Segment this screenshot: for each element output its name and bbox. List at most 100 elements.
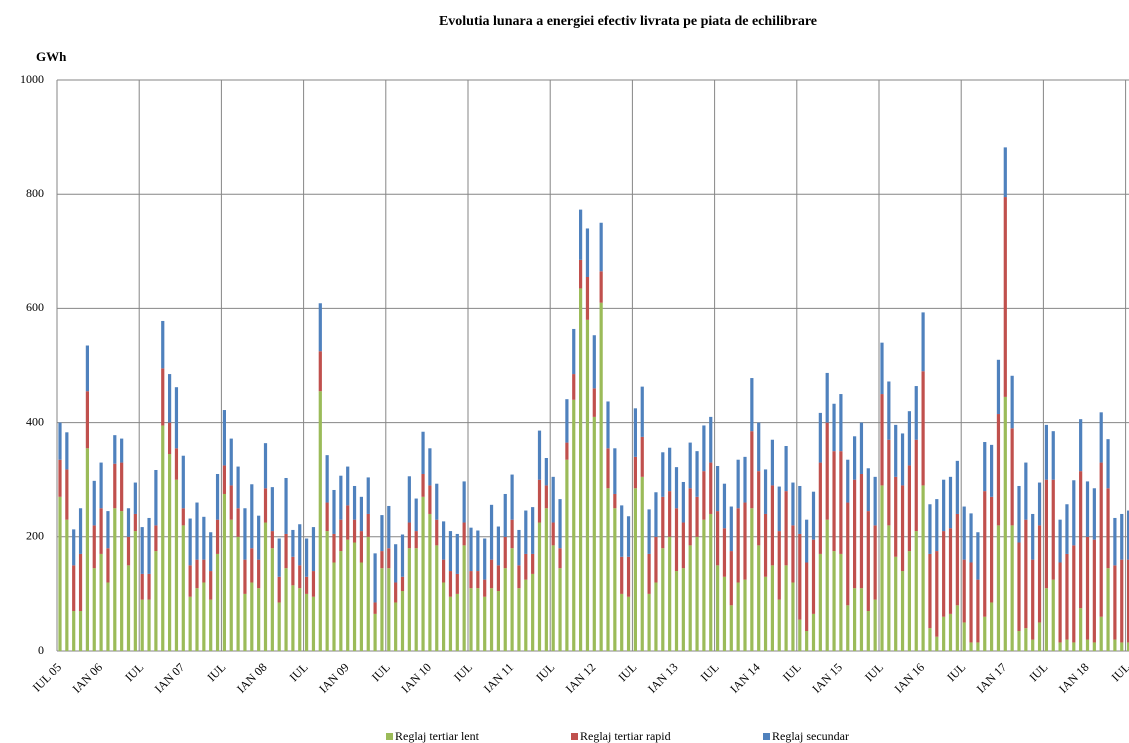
bar-segment [469, 588, 473, 651]
bar-segment [606, 488, 610, 651]
x-tick-label: IUL [862, 660, 886, 684]
bar-segment [65, 432, 69, 470]
bar-segment [72, 565, 76, 612]
bar-segment [250, 582, 254, 651]
bar-segment [1010, 525, 1014, 651]
bar-segment [1017, 485, 1021, 543]
bar-segment [1120, 513, 1124, 560]
legend-label: Reglaj secundar [772, 729, 849, 743]
bar-segment [332, 489, 336, 534]
bar-segment [181, 508, 185, 526]
bar-segment [976, 532, 980, 580]
bar-segment [784, 565, 788, 651]
legend-label: Reglaj tertiar rapid [580, 729, 671, 743]
bar-segment [58, 459, 62, 497]
bar-segment [558, 568, 562, 651]
bar-segment [181, 525, 185, 651]
bar-segment [565, 459, 569, 651]
x-tick-label: IUL [1026, 660, 1050, 684]
bar-segment [414, 531, 418, 549]
bar-segment [1127, 559, 1129, 643]
bar-segment [243, 593, 247, 651]
bar-segment [729, 551, 733, 606]
bar-segment [1017, 631, 1021, 651]
bar-segment [352, 485, 357, 520]
bar-segment [1072, 545, 1076, 643]
bar-segment [359, 496, 363, 532]
x-tick-label: IUL [615, 660, 639, 684]
legend: Reglaj tertiar lent Reglaj tertiar rapid R… [386, 729, 849, 743]
bar-segment [579, 209, 583, 260]
bar-segment [1058, 562, 1062, 643]
bar-segment [380, 515, 384, 552]
bar-segment [154, 525, 158, 552]
bar-segment [400, 576, 405, 592]
bar-segment [1051, 479, 1055, 580]
bar-segment [585, 228, 590, 277]
bar-segment [120, 511, 124, 651]
bar-segment [531, 507, 535, 554]
bar-segment [839, 394, 843, 452]
bar-segment [421, 473, 425, 497]
x-tick-label: IUL [944, 660, 968, 684]
bar-segment [311, 527, 316, 572]
bar-segment [510, 548, 514, 651]
bar-segment [1017, 542, 1021, 632]
bars [58, 147, 1129, 651]
bar-segment [990, 496, 994, 603]
bar-segment [161, 320, 165, 369]
bar-segment [962, 559, 966, 623]
bar-segment [263, 488, 268, 523]
bar-segment [757, 422, 761, 472]
bar-segment [188, 565, 192, 597]
bar-segment [435, 519, 439, 546]
bar-segment [1058, 642, 1062, 651]
bar-segment [99, 553, 103, 651]
bar-segment [873, 525, 877, 600]
bar-segment [524, 579, 528, 651]
bar-segment [592, 388, 596, 417]
bar-segment [955, 513, 959, 606]
bar-segment [818, 553, 822, 651]
bar-segment [976, 579, 980, 643]
bar-segment [202, 559, 206, 583]
bar-segment [928, 553, 932, 629]
bar-segment [572, 399, 576, 651]
bar-segment [1072, 642, 1076, 651]
bar-segment [174, 448, 179, 480]
bar-segment [1079, 608, 1083, 651]
x-tick-label: IUL 05 [30, 660, 64, 694]
bar-segment [366, 477, 370, 514]
bar-segment [85, 391, 89, 449]
bar-segment [736, 459, 740, 509]
bar-segment [948, 528, 953, 614]
bar-segment [168, 374, 172, 423]
bar-segment [531, 573, 535, 651]
bar-segment [777, 599, 781, 651]
x-tick-label: IAN 06 [70, 660, 106, 696]
bar-segment [537, 522, 542, 651]
grid [56, 79, 1129, 652]
y-tick-label: 400 [26, 414, 44, 428]
bar-segment [1085, 481, 1090, 537]
bar-segment [1024, 519, 1028, 629]
bar-segment [839, 553, 843, 651]
bar-segment [846, 459, 850, 503]
bar-segment [442, 582, 446, 651]
bar-segment [1044, 479, 1048, 589]
bar-segment [243, 508, 247, 560]
chart-title: Evolutia lunara a energiei efectiv livra… [439, 14, 817, 29]
bar-segment [78, 553, 83, 612]
bar-segment [1051, 431, 1055, 480]
bar-segment [811, 539, 816, 614]
bar-segment [996, 525, 1001, 651]
bar-segment [1106, 568, 1110, 651]
bar-segment [1031, 513, 1035, 560]
bar-segment [558, 499, 562, 549]
bar-segment [188, 596, 192, 651]
bar-segment [640, 436, 644, 477]
bar-segment [126, 508, 131, 537]
bar-segment [373, 553, 377, 603]
bar-segment [620, 505, 624, 557]
bar-segment [161, 368, 165, 426]
